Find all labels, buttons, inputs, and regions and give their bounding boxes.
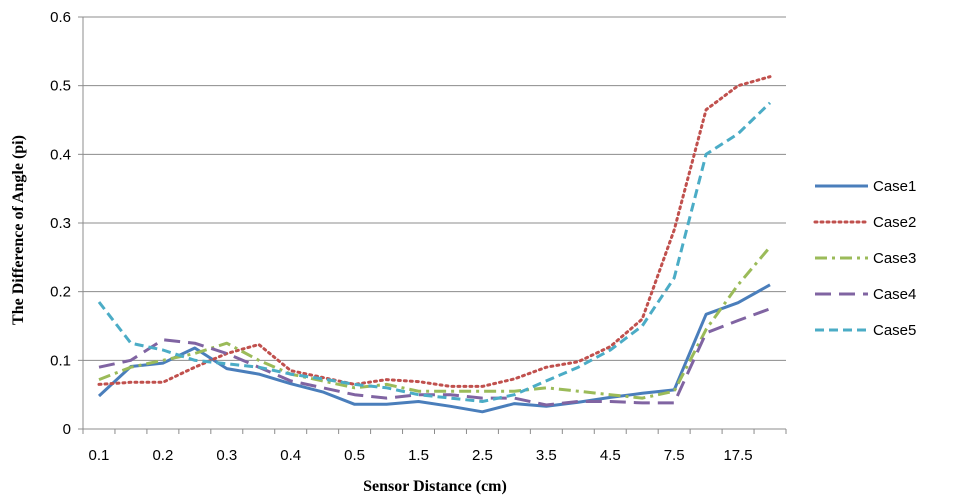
y-tick-label: 0.2	[50, 284, 71, 301]
x-tick-label: 0.2	[152, 447, 173, 464]
legend-label-case5: Case5	[873, 322, 916, 339]
x-tick-label: 0.3	[216, 447, 237, 464]
y-tick-label: 0.5	[50, 78, 71, 95]
y-axis-title: The Difference of Angle (pi)	[10, 135, 27, 325]
legend-label-case2: Case2	[873, 214, 916, 231]
x-tick-label: 3.5	[536, 447, 557, 464]
x-tick-labels: 0.1 0.2 0.3 0.4 0.5 1.5 2.5 3.5 4.5 7.5 17.5	[89, 447, 753, 464]
x-tick-label: 1.5	[408, 447, 429, 464]
legend-label-case1: Case1	[873, 178, 916, 195]
series-line-case2	[97, 75, 772, 388]
y-tick-label: 0	[63, 421, 71, 438]
series-lines	[97, 75, 772, 414]
y-tick-label: 0.4	[50, 146, 71, 163]
grid-lines	[83, 16, 786, 361]
legend: Case1 Case2 Case3 Case4 Case5	[813, 178, 916, 339]
y-tick-label: 0.3	[50, 215, 71, 232]
y-tick-labels: 0 0.1 0.2 0.3 0.4 0.5 0.6	[50, 9, 71, 438]
y-tick-label: 0.1	[50, 352, 71, 369]
x-tick-label: 17.5	[723, 447, 752, 464]
legend-label-case4: Case4	[873, 286, 916, 303]
x-tick-label: 4.5	[600, 447, 621, 464]
axes	[78, 16, 787, 434]
series-line-case1	[97, 283, 771, 414]
x-tick-label: 0.5	[344, 447, 365, 464]
series-line-case5	[97, 101, 772, 403]
x-tick-label: 7.5	[664, 447, 685, 464]
y-tick-label: 0.6	[50, 9, 71, 26]
x-tick-label: 0.4	[280, 447, 301, 464]
x-tick-label: 2.5	[472, 447, 493, 464]
legend-label-case3: Case3	[873, 250, 916, 267]
x-axis-title: Sensor Distance (cm)	[363, 478, 507, 495]
series-line-case3	[98, 246, 772, 400]
series-line-case4	[98, 307, 771, 407]
x-tick-label: 0.1	[89, 447, 110, 464]
